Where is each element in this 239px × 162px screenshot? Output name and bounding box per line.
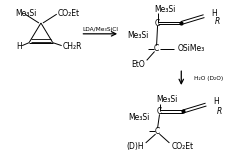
Text: C: C (155, 127, 160, 136)
Text: H: H (16, 42, 22, 51)
Text: C: C (157, 107, 162, 116)
Text: Me₃Si: Me₃Si (15, 9, 37, 18)
Text: CO₂Et: CO₂Et (171, 142, 194, 151)
Text: EtO: EtO (131, 60, 145, 69)
Text: H: H (211, 9, 217, 18)
Text: LDA/Me₃SiCl: LDA/Me₃SiCl (82, 26, 118, 31)
Text: OSiMe₃: OSiMe₃ (177, 44, 205, 53)
Text: Me₃Si: Me₃Si (128, 113, 149, 122)
Text: H: H (213, 97, 219, 106)
Text: (D)H: (D)H (126, 142, 144, 151)
Text: Me₃Si: Me₃Si (154, 5, 175, 14)
Text: C: C (155, 18, 160, 28)
Text: CO₂Et: CO₂Et (58, 9, 80, 18)
Text: C: C (154, 44, 159, 53)
Text: CH₂R: CH₂R (63, 42, 82, 51)
Text: Me₃Si: Me₃Si (157, 95, 178, 104)
Text: R: R (215, 17, 220, 26)
Text: R: R (217, 107, 222, 116)
Text: Me₃Si: Me₃Si (127, 31, 148, 40)
Text: H₂O (D₂O): H₂O (D₂O) (194, 75, 223, 81)
